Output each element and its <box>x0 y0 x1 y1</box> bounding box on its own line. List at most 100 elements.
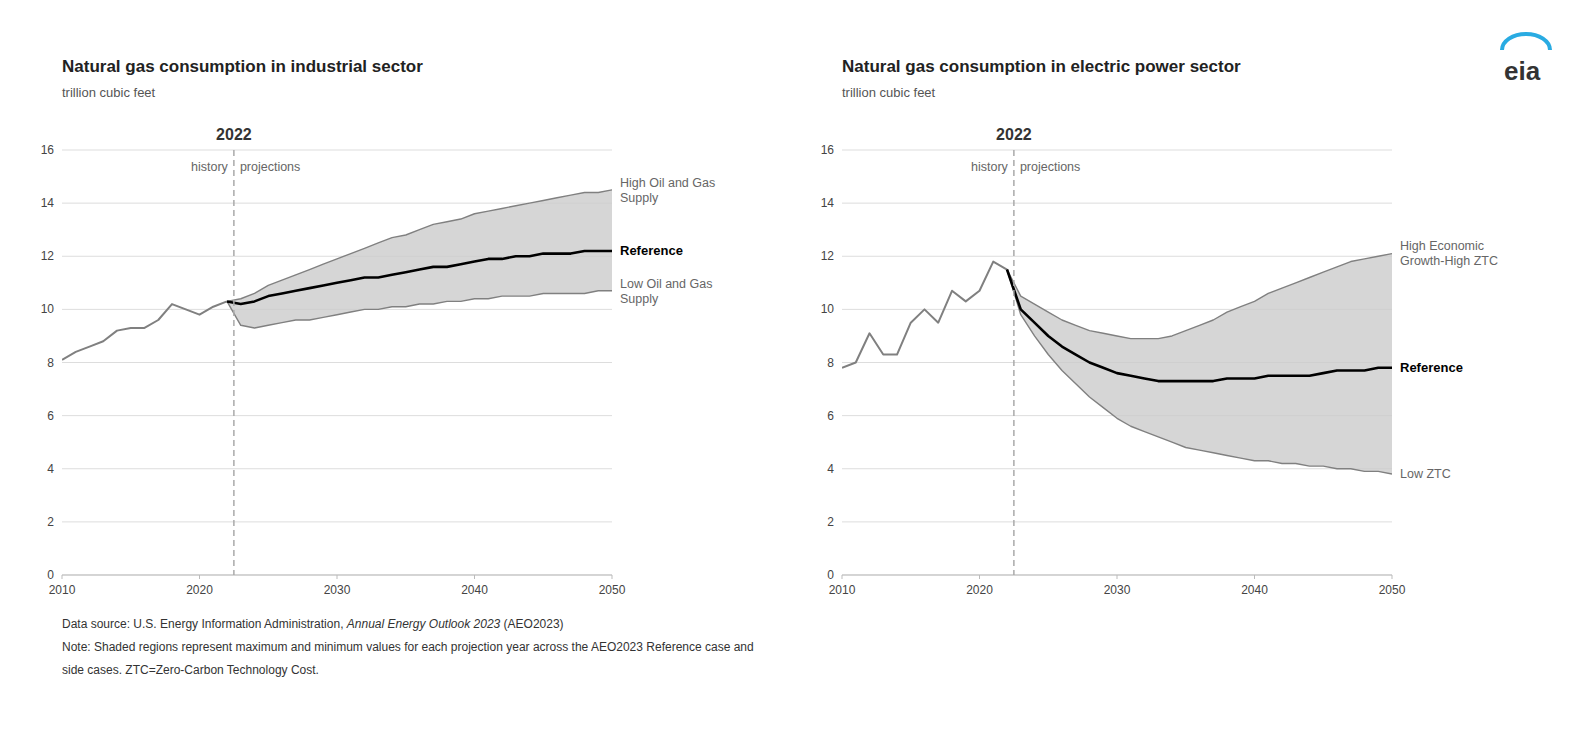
series-label-line: Low Oil and Gas <box>620 277 712 291</box>
y-tick-label: 14 <box>821 196 835 210</box>
history-line <box>62 301 227 359</box>
y-tick-label: 0 <box>47 568 54 582</box>
subtitle: trillion cubic feet <box>62 85 156 100</box>
grid-line <box>842 575 1392 576</box>
series-label-line: Supply <box>620 292 659 306</box>
label-backdrop <box>238 158 318 176</box>
grid-line <box>842 521 1392 522</box>
history-label: history <box>971 160 1009 174</box>
series-label: High EconomicGrowth-High ZTC <box>1400 239 1498 268</box>
history-label: history <box>191 160 229 174</box>
label-backdrop <box>1018 158 1098 176</box>
x-tick <box>979 575 980 579</box>
footnote-part: Data source: U.S. Energy Information Adm… <box>62 617 347 631</box>
y-tick-label: 4 <box>827 462 834 476</box>
title: Natural gas consumption in electric powe… <box>842 57 1241 76</box>
x-tick-label: 2040 <box>461 583 488 597</box>
x-tick <box>612 575 613 579</box>
x-tick-label: 2040 <box>1241 583 1268 597</box>
y-tick-label: 16 <box>821 143 835 157</box>
case-line <box>227 291 612 328</box>
x-tick <box>1392 575 1393 579</box>
range-band <box>1007 254 1392 474</box>
logo: eia <box>1502 34 1550 86</box>
y-tick-label: 10 <box>821 302 835 316</box>
y-tick-label: 0 <box>827 568 834 582</box>
x-tick <box>1117 575 1118 579</box>
series-label: Low Oil and GasSupply <box>620 277 712 306</box>
x-axis <box>842 575 1392 576</box>
series-label-line: High Oil and Gas <box>620 176 715 190</box>
y-tick-label: 2 <box>47 515 54 529</box>
series-label: High Oil and GasSupply <box>620 176 715 205</box>
footnote-part: Annual Energy Outlook 2023 <box>346 617 501 631</box>
reference-line <box>227 251 612 304</box>
projections-label: projections <box>1020 160 1080 174</box>
y-tick-label: 4 <box>47 462 54 476</box>
x-tick-label: 2050 <box>1379 583 1406 597</box>
y-tick-label: 12 <box>821 249 835 263</box>
background <box>0 0 1587 747</box>
x-tick <box>1254 575 1255 579</box>
label-backdrop <box>936 158 1008 176</box>
x-tick-label: 2020 <box>966 583 993 597</box>
series-label: Reference <box>620 243 683 258</box>
case-line <box>1007 270 1392 475</box>
panel: Natural gas consumption in electric powe… <box>821 57 1498 597</box>
grid-line <box>842 468 1392 469</box>
y-tick-label: 14 <box>41 196 55 210</box>
footnote-part: (AEO2023) <box>500 617 563 631</box>
year-label: 2022 <box>216 126 252 143</box>
y-tick-label: 6 <box>47 409 54 423</box>
x-tick-label: 2030 <box>1104 583 1131 597</box>
case-line <box>227 190 612 302</box>
footnote: side cases. ZTC=Zero-Carbon Technology C… <box>62 663 319 677</box>
series-label: Reference <box>1400 360 1463 375</box>
logo-text: eia <box>1504 56 1541 86</box>
y-tick-label: 10 <box>41 302 55 316</box>
label-backdrop <box>156 158 228 176</box>
grid-line <box>842 256 1392 257</box>
x-tick <box>62 575 63 579</box>
logo-arc <box>1502 34 1550 50</box>
x-axis <box>62 575 612 576</box>
divider-line <box>233 150 235 575</box>
x-tick <box>842 575 843 579</box>
plot-area <box>62 190 612 360</box>
grid-line <box>62 521 612 522</box>
series-label: Low ZTC <box>1400 467 1451 481</box>
subtitle: trillion cubic feet <box>842 85 936 100</box>
plot-area <box>842 254 1392 474</box>
x-tick-label: 2010 <box>829 583 856 597</box>
projections-label: projections <box>240 160 300 174</box>
y-tick-label: 16 <box>41 143 55 157</box>
x-tick-label: 2050 <box>599 583 626 597</box>
panel: Natural gas consumption in industrial se… <box>41 57 716 597</box>
x-tick <box>337 575 338 579</box>
series-label-line: Reference <box>620 243 683 258</box>
history-line <box>842 262 1007 368</box>
series-label-line: High Economic <box>1400 239 1484 253</box>
x-tick <box>474 575 475 579</box>
chart-root: Natural gas consumption in industrial se… <box>0 0 1587 747</box>
series-label-line: Low ZTC <box>1400 467 1451 481</box>
x-tick-label: 2030 <box>324 583 351 597</box>
divider-line <box>1013 150 1015 575</box>
x-tick <box>199 575 200 579</box>
range-band <box>227 190 612 328</box>
title: Natural gas consumption in industrial se… <box>62 57 423 76</box>
case-line <box>1007 254 1392 339</box>
y-tick-label: 8 <box>47 356 54 370</box>
grid-line <box>62 150 612 151</box>
footnote: Data source: U.S. Energy Information Adm… <box>62 617 564 631</box>
series-label-line: Growth-High ZTC <box>1400 254 1498 268</box>
grid-line <box>62 468 612 469</box>
y-tick-label: 8 <box>827 356 834 370</box>
year-label: 2022 <box>996 126 1032 143</box>
x-tick-label: 2020 <box>186 583 213 597</box>
y-tick-label: 2 <box>827 515 834 529</box>
series-label-line: Reference <box>1400 360 1463 375</box>
grid-line <box>62 415 612 416</box>
grid-line <box>842 203 1392 204</box>
x-tick-label: 2010 <box>49 583 76 597</box>
